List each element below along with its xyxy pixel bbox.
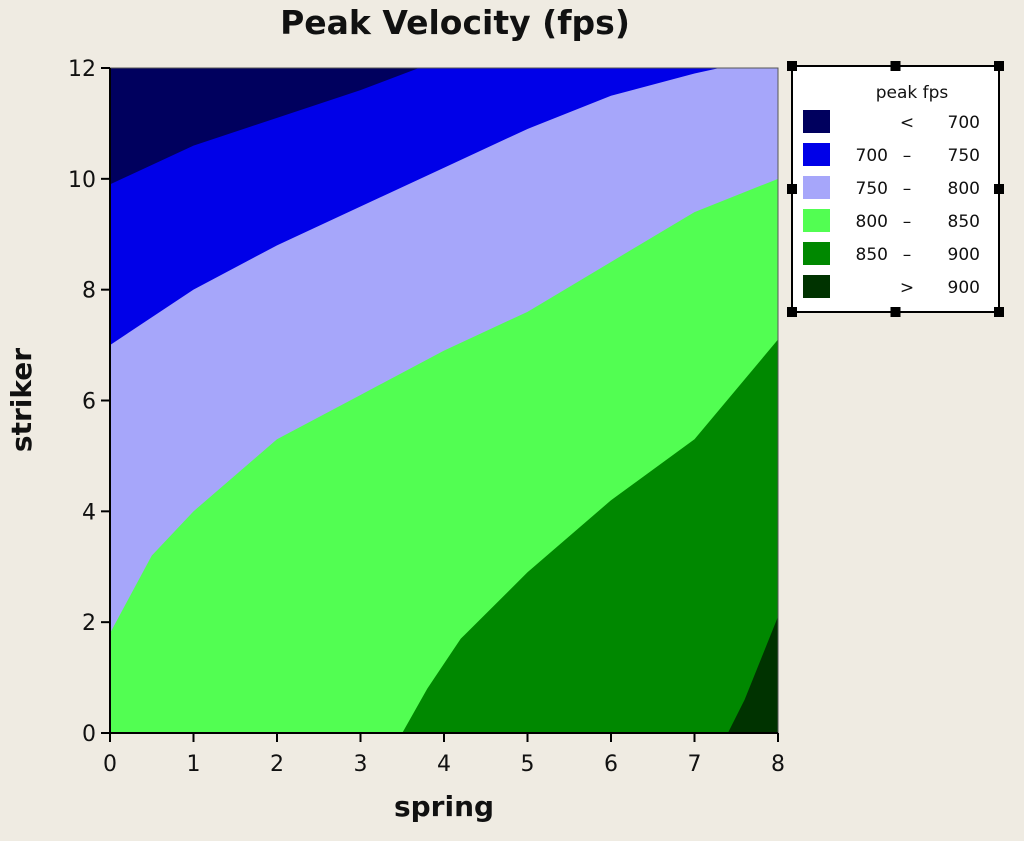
legend-separator: – bbox=[903, 146, 912, 166]
y-tick-label: 6 bbox=[82, 390, 96, 415]
legend[interactable]: peak fps <700700–750750–800800–850850–90… bbox=[787, 61, 1004, 317]
legend-swatch bbox=[803, 143, 830, 166]
x-tick-label: 4 bbox=[437, 752, 451, 777]
y-tick-label: 4 bbox=[82, 500, 96, 525]
legend-high-value: 900 bbox=[948, 245, 980, 265]
legend-separator: > bbox=[900, 278, 914, 298]
y-tick-label: 12 bbox=[68, 57, 96, 82]
y-tick-label: 0 bbox=[82, 722, 96, 747]
y-axis-label: striker bbox=[5, 348, 38, 452]
legend-high-value: 750 bbox=[948, 146, 980, 166]
resize-handle[interactable] bbox=[787, 61, 797, 71]
legend-separator: < bbox=[900, 113, 914, 133]
legend-selection-handles[interactable] bbox=[787, 61, 1004, 317]
legend-low-value: 750 bbox=[856, 179, 888, 199]
legend-low-value: 850 bbox=[856, 245, 888, 265]
contour-band-4 bbox=[402, 339, 778, 733]
legend-low-value: 800 bbox=[856, 212, 888, 232]
resize-handle[interactable] bbox=[994, 184, 1004, 194]
legend-swatch bbox=[803, 176, 830, 199]
plot-area bbox=[109, 67, 779, 734]
legend-swatch bbox=[803, 242, 830, 265]
resize-handle[interactable] bbox=[890, 61, 901, 71]
legend-separator: – bbox=[903, 212, 912, 232]
legend-low-value: 700 bbox=[856, 146, 888, 166]
x-tick-label: 8 bbox=[771, 752, 785, 777]
resize-handle[interactable] bbox=[994, 61, 1004, 71]
x-tick-label: 2 bbox=[270, 752, 284, 777]
y-tick-label: 2 bbox=[82, 611, 96, 636]
x-axis-label: spring bbox=[394, 790, 494, 823]
legend-swatch bbox=[803, 209, 830, 232]
x-tick-label: 6 bbox=[604, 752, 618, 777]
x-tick-label: 5 bbox=[521, 752, 535, 777]
legend-swatch bbox=[803, 110, 830, 133]
x-tick-label: 3 bbox=[354, 752, 368, 777]
legend-high-value: 800 bbox=[948, 179, 980, 199]
y-tick-label: 8 bbox=[82, 279, 96, 304]
y-tick-label: 10 bbox=[68, 168, 96, 193]
resize-handle[interactable] bbox=[787, 307, 797, 317]
contour-band-5 bbox=[727, 616, 778, 733]
resize-handle[interactable] bbox=[890, 307, 901, 317]
legend-separator: – bbox=[903, 179, 912, 199]
x-tick-label: 1 bbox=[187, 752, 201, 777]
resize-handle[interactable] bbox=[994, 307, 1004, 317]
legend-title: peak fps bbox=[876, 83, 949, 103]
x-tick-label: 7 bbox=[688, 752, 702, 777]
legend-high-value: 900 bbox=[948, 278, 980, 298]
x-tick-label: 0 bbox=[103, 752, 117, 777]
legend-separator: – bbox=[903, 245, 912, 265]
chart-title: Peak Velocity (fps) bbox=[280, 3, 630, 42]
legend-swatch bbox=[803, 275, 830, 298]
legend-high-value: 700 bbox=[948, 113, 980, 133]
resize-handle[interactable] bbox=[787, 184, 797, 194]
legend-high-value: 850 bbox=[948, 212, 980, 232]
